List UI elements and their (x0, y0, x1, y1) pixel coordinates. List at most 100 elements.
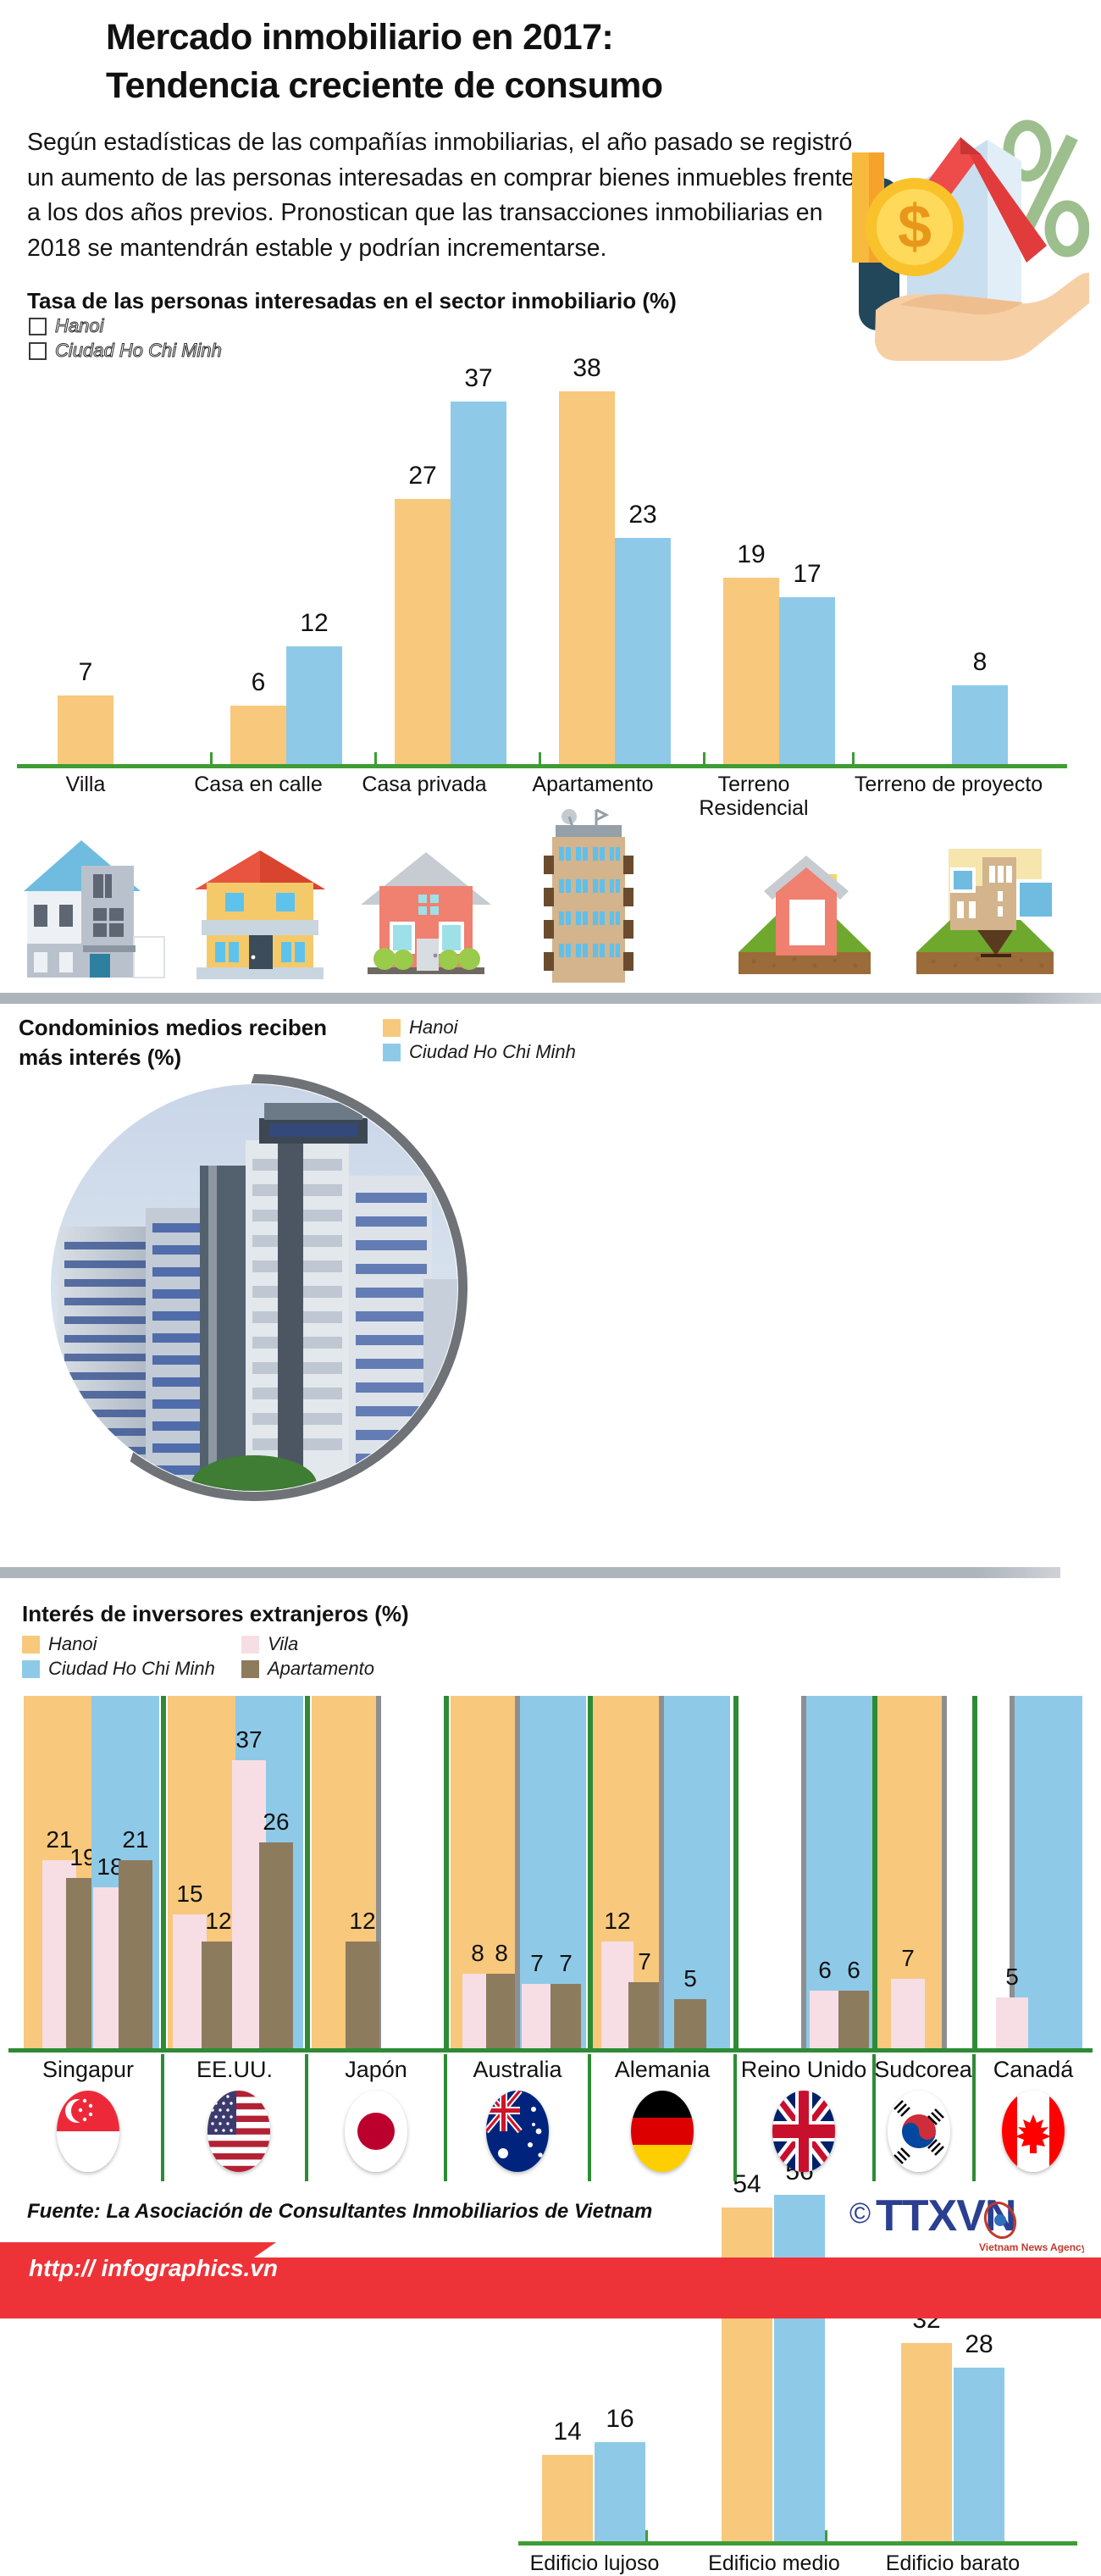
chart1-bar-casa-privada-hcmc[interactable]: 37 (451, 364, 506, 764)
ttxvn-logo: TTXVN Vietnam News Agency (876, 2191, 1084, 2253)
chart2-bar-barato-hanoi[interactable]: 32 (901, 2306, 952, 2541)
project-land-icon (916, 849, 1055, 974)
chart1-category-terreno-line1: Terreno (717, 773, 790, 796)
chart3-bar-singapur-hcmc-apartamento[interactable]: 21 (119, 1826, 152, 2050)
chart3-legend-cities: Hanoi Ciudad Ho Chi Minh (22, 1633, 215, 1682)
svg-text:$: $ (898, 193, 932, 261)
legend-item-hcmc: Ciudad Ho Chi Minh (22, 1658, 215, 1680)
chart2-value-medio-hanoi: 54 (733, 2170, 761, 2198)
chart1-value-casa-en-calle-hcmc: 12 (300, 609, 329, 637)
chart3-bar-eeuu-hanoi-apartamento[interactable]: 12 (202, 1908, 235, 2050)
chart1-group-villa: 7 (58, 356, 113, 764)
chart1-category-apartamento: Apartamento (532, 773, 654, 796)
chart3-bar-reino-unido-hcmc-apartamento[interactable]: 6 (838, 1957, 869, 2050)
legend-item-hcmc: Ciudad Ho Chi Minh (29, 340, 222, 362)
chart3-foreign-investor-interest: 21 19 18 21 15 12 37 26 12 8 8 7 7 (0, 1694, 1101, 2050)
chart1-category-casa-privada: Casa privada (362, 773, 487, 796)
svg-text:Vietnam News Agency: Vietnam News Agency (979, 2241, 1084, 2253)
legend-label-apartamento: Apartamento (268, 1658, 374, 1679)
chart1-bar-apartamento-hcmc[interactable]: 23 (615, 501, 671, 764)
chart1-bar-casa-en-calle-hanoi[interactable]: 6 (230, 668, 286, 764)
legend-swatch-hanoi-icon (383, 1018, 401, 1037)
chart2-bar-lujoso-hcmc[interactable]: 16 (595, 2405, 645, 2541)
chart1-bar-terreno-hcmc[interactable]: 17 (779, 560, 835, 764)
header: Mercado inmobiliario en 2017: Tendencia … (0, 0, 1101, 361)
chart1-category-villa: Villa (65, 773, 106, 796)
chart3-value-japon-hanoi-apt: 12 (349, 1908, 376, 1934)
chart1-category-terreno-de-proyecto: Terreno de proyecto (854, 773, 1043, 796)
legend-swatch-hcmc-icon (22, 1659, 40, 1678)
chart3-bar-australia-hcmc-apartamento[interactable]: 7 (550, 1950, 581, 2050)
flag-canada (1002, 2091, 1065, 2172)
footer-red-bar (0, 2242, 1101, 2318)
chart1-bar-apartamento-hanoi[interactable]: 38 (559, 354, 615, 764)
legend-item-hanoi: Hanoi (383, 1017, 576, 1039)
website-url[interactable]: http:// infographics.vn (29, 2255, 278, 2281)
title-line-2: Tendencia creciente de consumo (106, 64, 663, 106)
chart3-bar-japon-hanoi-apartamento[interactable]: 12 (346, 1908, 379, 2050)
chart3-bar-eeuu-hcmc-apartamento[interactable]: 26 (259, 1809, 293, 2050)
legend-swatch-hanoi-icon (29, 317, 47, 335)
flag-singapur (57, 2091, 119, 2172)
chart1-value-apartamento-hanoi: 38 (573, 354, 601, 382)
chart3-bar-alemania-hanoi-vila[interactable]: 12 (601, 1908, 633, 2050)
chart1-bar-casa-privada-hanoi[interactable]: 27 (395, 462, 451, 764)
chart3-bar-reino-unido-hcmc-vila[interactable]: 6 (810, 1957, 840, 2050)
chart3-panel-alemania-hcmc (664, 1696, 730, 2050)
chart3-country-divider (972, 2054, 976, 2181)
chart3-country-sudcorea: Sudcorea (874, 2057, 972, 2082)
flag-japon (345, 2091, 407, 2172)
chart3-bar-australia-hanoi-apartamento[interactable]: 8 (486, 1940, 517, 2050)
chart2-bar-medio-hcmc[interactable]: 56 (774, 2158, 825, 2541)
chart3-axis-line (8, 2048, 1093, 2052)
legend-label-hanoi: Hanoi (409, 1017, 458, 1038)
chart3-value-eeuu-hanoi-apt: 12 (205, 1908, 232, 1934)
legend-label-hanoi: Hanoi (48, 1633, 97, 1654)
page-title: Mercado inmobiliario en 2017: Tendencia … (106, 14, 885, 110)
chart3-separator (872, 1696, 877, 2050)
legend-item-hanoi: Hanoi (29, 315, 222, 337)
chart2-value-barato-hcmc: 28 (965, 2330, 993, 2358)
chart1-tick (374, 752, 377, 764)
chart3-country-divider (444, 2054, 447, 2181)
legend-swatch-hanoi-icon (22, 1635, 40, 1654)
chart3-value-canada-hcmc-vila: 5 (1005, 1964, 1019, 1990)
apartment-building-icon (544, 808, 633, 983)
chart2-value-lujoso-hanoi: 14 (553, 2418, 582, 2446)
chart3-value-alemania-hcmc-apt: 5 (683, 1965, 697, 1992)
chart2-bar-lujoso-hanoi[interactable]: 14 (542, 2418, 593, 2541)
chart3-bar-canada-hcmc-vila[interactable]: 5 (996, 1964, 1028, 2050)
chart1-bar-casa-en-calle-hcmc[interactable]: 12 (286, 609, 342, 764)
legend-swatch-hcmc-icon (29, 341, 47, 360)
legend-item-apartamento: Apartamento (241, 1658, 374, 1680)
chart2-title-line2: interés (%) (69, 1044, 182, 1070)
chart3-bar-sudcorea-hanoi-vila[interactable]: 7 (891, 1945, 925, 2050)
chart1-bar-terreno-hanoi[interactable]: 19 (723, 540, 779, 764)
chart2-category-edificio-lujoso: Edificio lujoso (529, 2551, 660, 2575)
legend-label-hcmc: Ciudad Ho Chi Minh (409, 1041, 576, 1062)
chart3-bar-australia-hcmc-vila[interactable]: 7 (522, 1950, 552, 2050)
chart3-value-singapur-hanoi-vila: 21 (46, 1826, 73, 1853)
chart1-value-terreno-hcmc: 17 (793, 560, 822, 588)
chart1-bar-villa-hanoi[interactable]: 7 (58, 658, 113, 764)
legend-label-hcmc: Ciudad Ho Chi Minh (48, 1658, 215, 1679)
chart1-legend: Hanoi Ciudad Ho Chi Minh (29, 315, 222, 364)
chart3-country-divider (588, 2054, 591, 2181)
chart2-value-lujoso-hcmc: 16 (606, 2405, 634, 2433)
copyright-icon: © (849, 2197, 871, 2230)
chart1-value-terreno-proyecto-hcmc: 8 (972, 648, 988, 676)
chart2-bar-barato-hcmc[interactable]: 28 (954, 2330, 1004, 2541)
chart1-bar-terreno-proyecto-hcmc[interactable]: 8 (952, 648, 1008, 764)
chart3-country-divider (872, 2054, 876, 2181)
chart1-value-apartamento-hcmc: 23 (628, 501, 657, 529)
chart3-bar-alemania-hcmc-apartamento[interactable]: 5 (674, 1965, 706, 2050)
chart3-panel-edge (1010, 1696, 1015, 2050)
legend-swatch-apartamento-icon (241, 1659, 259, 1678)
chart1-tick (210, 752, 213, 764)
chart3-bar-alemania-hanoi-apartamento[interactable]: 7 (628, 1948, 661, 2050)
chart1-group-apartamento: 38 23 (559, 354, 671, 764)
chart3-bar-eeuu-hanoi-vila[interactable]: 15 (173, 1881, 207, 2050)
chart3-panel-canada-hcmc (1015, 1696, 1082, 2050)
chart3-panel-edge (801, 1696, 806, 2050)
source-note: Fuente: La Asociación de Consultantes In… (27, 2200, 653, 2223)
